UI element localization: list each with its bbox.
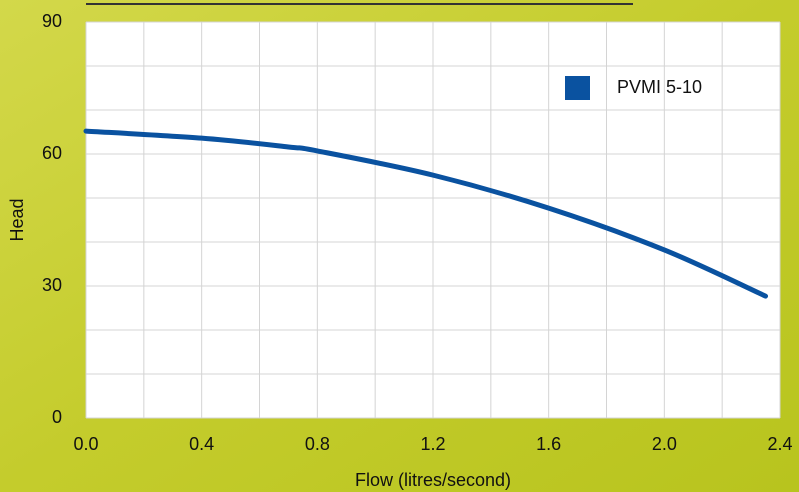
x-tick-label: 1.2 [420,434,445,454]
x-tick-label: 0.4 [189,434,214,454]
x-tick-label: 2.4 [767,434,792,454]
legend-swatch [565,76,590,100]
x-tick-label: 0.0 [73,434,98,454]
x-axis-label: Flow (litres/second) [355,470,511,490]
y-axis-label: Head [7,198,27,241]
y-tick-label: 60 [42,143,62,163]
y-tick-label: 30 [42,275,62,295]
x-tick-label: 0.8 [305,434,330,454]
x-tick-label: 2.0 [652,434,677,454]
x-tick-label: 1.6 [536,434,561,454]
legend-label: PVMI 5-10 [617,77,702,97]
y-tick-label: 90 [42,11,62,31]
line-series [83,128,769,299]
y-tick-label: 0 [52,407,62,427]
